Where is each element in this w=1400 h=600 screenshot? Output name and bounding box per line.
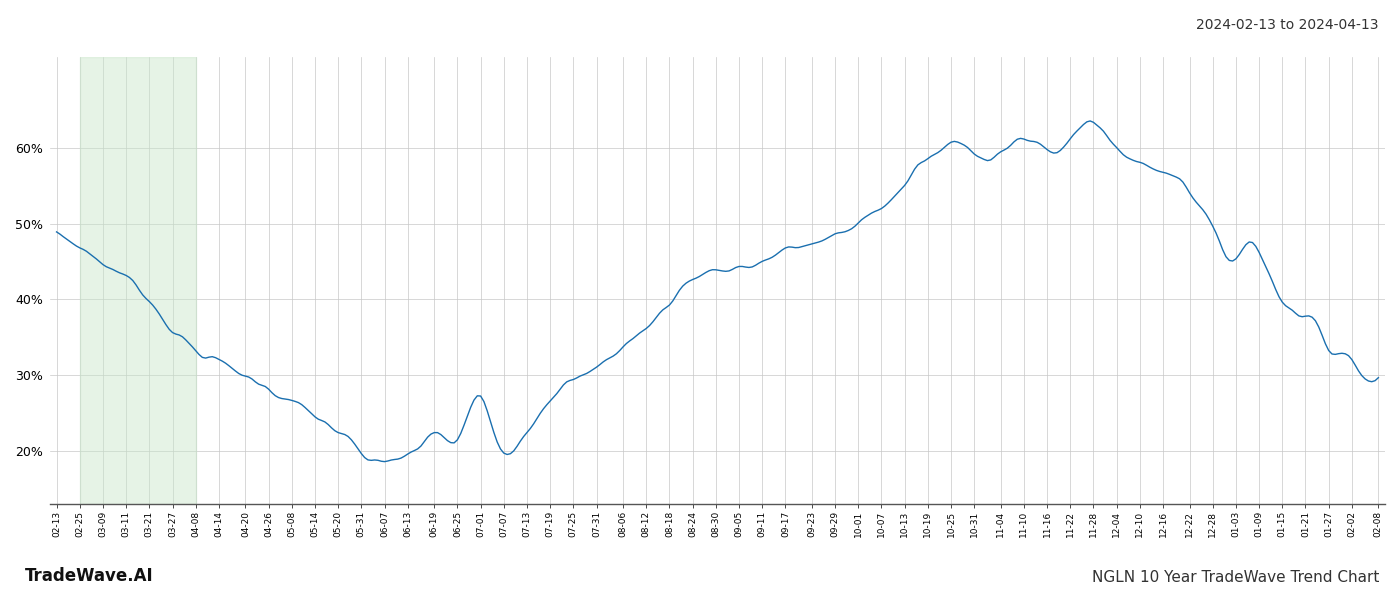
Text: TradeWave.AI: TradeWave.AI bbox=[25, 567, 154, 585]
Text: 2024-02-13 to 2024-04-13: 2024-02-13 to 2024-04-13 bbox=[1197, 18, 1379, 32]
Text: NGLN 10 Year TradeWave Trend Chart: NGLN 10 Year TradeWave Trend Chart bbox=[1092, 570, 1379, 585]
Bar bbox=[80, 57, 196, 504]
